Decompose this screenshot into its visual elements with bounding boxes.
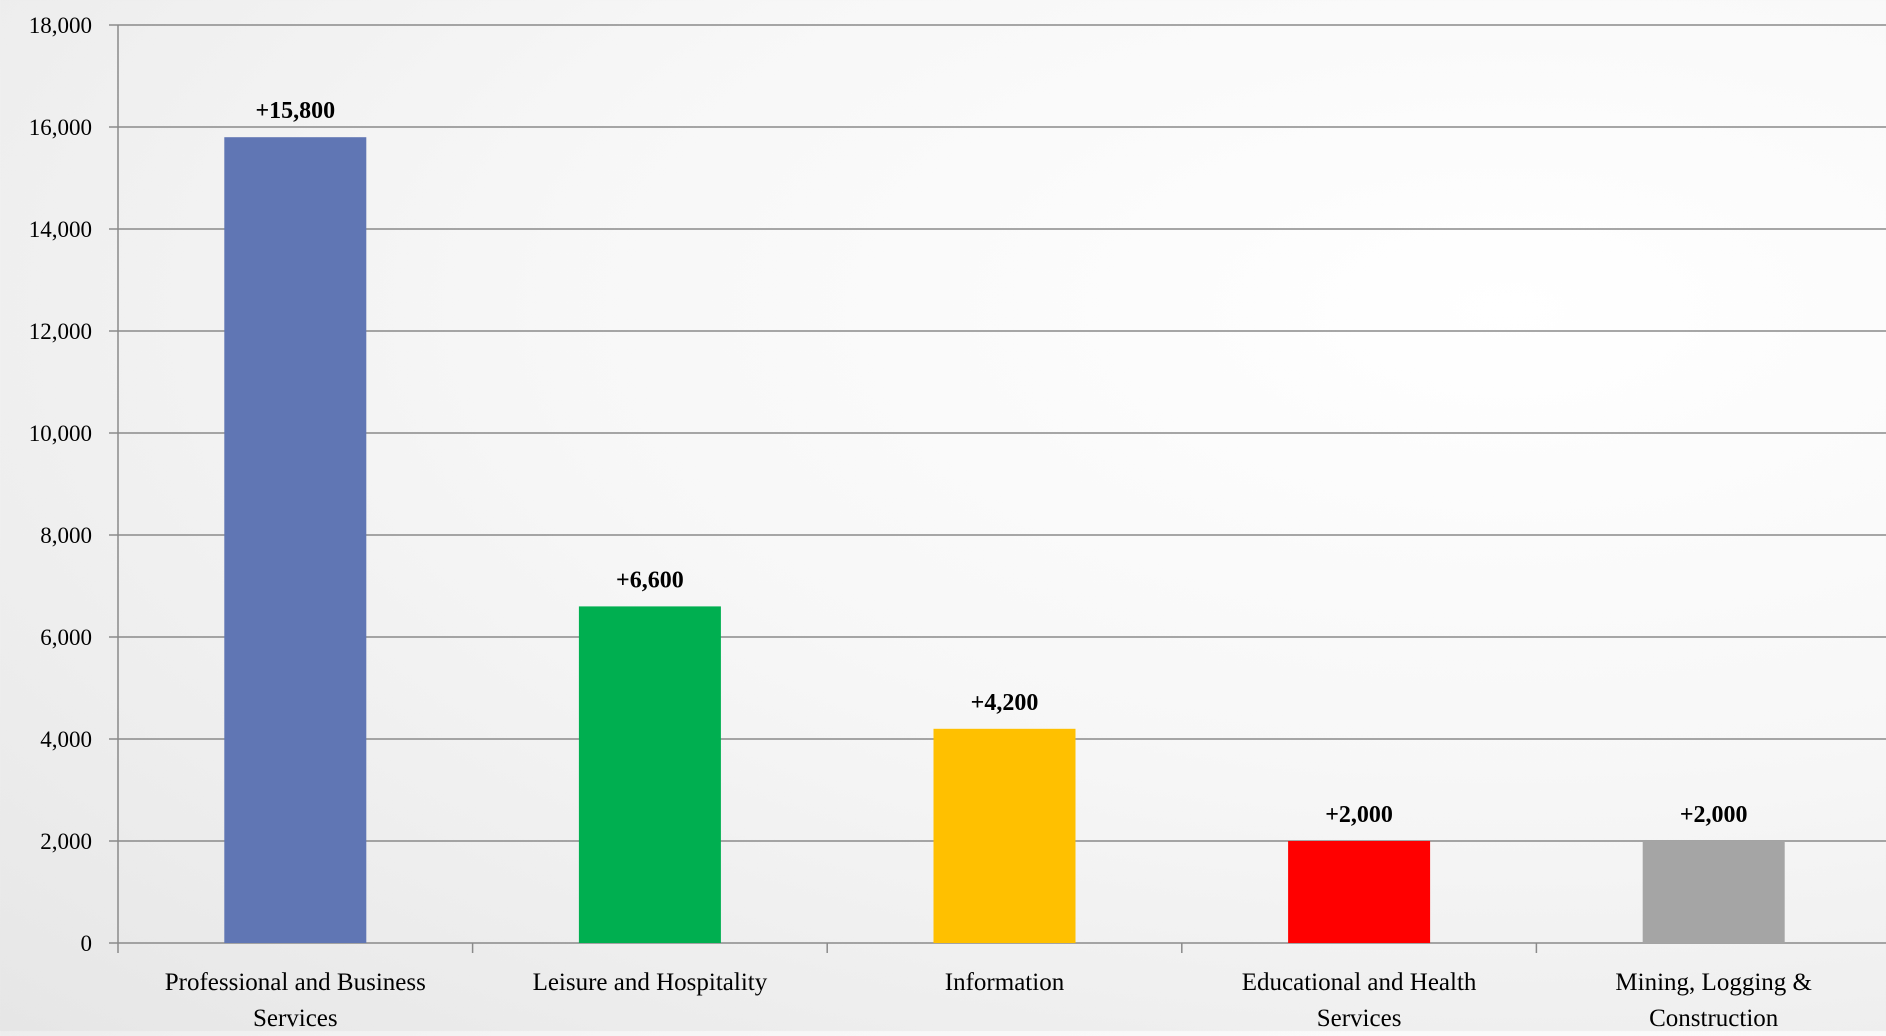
y-tick-label: 16,000	[29, 115, 92, 140]
y-tick-label: 10,000	[29, 421, 92, 446]
x-tick-label: Services	[1317, 1005, 1402, 1031]
y-tick-label: 12,000	[29, 319, 92, 344]
bar	[933, 728, 1076, 943]
data-label: +15,800	[255, 98, 335, 124]
x-tick-label: Services	[253, 1005, 338, 1031]
x-tick-label: Mining, Logging &	[1615, 969, 1812, 996]
y-tick-labels: 0 2,000 4,000 6,000 8,000 10,000 12,000 14,000 1…	[29, 13, 92, 956]
x-tick-label: Leisure and Hospitality	[533, 969, 768, 996]
y-tick-label: 8,000	[40, 523, 92, 548]
y-tick-label: 2,000	[40, 829, 92, 854]
bar	[224, 137, 367, 943]
data-label: +6,600	[616, 567, 684, 593]
bar	[1642, 841, 1785, 943]
bar	[1288, 841, 1431, 943]
x-tick-labels: Professional and Business Services Leisure…	[165, 969, 1812, 1032]
y-tick-label: 4,000	[40, 727, 92, 752]
y-tick-label: 18,000	[29, 13, 92, 38]
x-tick-label: Professional and Business	[165, 969, 426, 996]
y-tick-label: 0	[81, 931, 93, 956]
bar	[578, 606, 721, 943]
data-label: +4,200	[971, 690, 1039, 716]
y-tick-label: 6,000	[40, 625, 92, 650]
gridlines	[118, 24, 1886, 842]
data-label: +2,000	[1325, 802, 1393, 828]
x-tick-label: Educational and Health	[1242, 969, 1477, 996]
data-label: +2,000	[1680, 802, 1748, 828]
data-labels: +15,800 +6,600 +4,200 +2,000 +2,000	[255, 98, 1747, 828]
y-tick-label: 14,000	[29, 217, 92, 242]
bars	[224, 137, 1785, 943]
x-tick-label: Information	[945, 969, 1065, 996]
x-tick-label: Construction	[1649, 1005, 1779, 1031]
